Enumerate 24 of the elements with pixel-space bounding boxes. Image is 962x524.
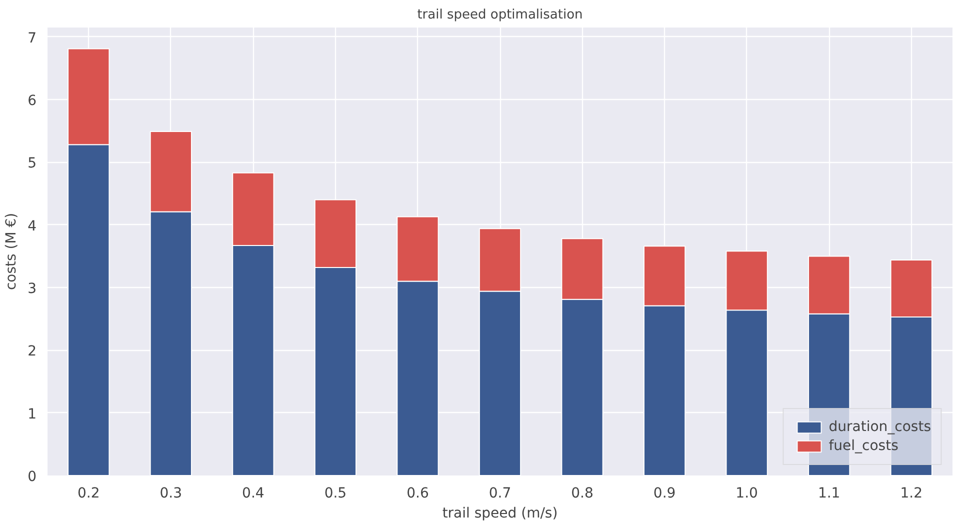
y-tick-label: 6 (28, 93, 37, 110)
x-tick-label: 0.4 (242, 486, 264, 502)
x-axis-title: trail speed (m/s) (442, 506, 558, 522)
y-axis-title: costs (M €) (4, 212, 20, 290)
chart-title: trail speed optimalisation (417, 8, 583, 22)
x-tick-label: 1.1 (818, 486, 840, 502)
x-tick-label: 0.7 (488, 486, 512, 502)
y-tick-label: 7 (28, 30, 37, 46)
y-tick-label: 2 (28, 344, 37, 360)
y-tick-label: 3 (28, 281, 37, 298)
x-tick-label: 0.3 (160, 486, 182, 502)
x-tick-label: 0.6 (406, 486, 429, 502)
legend-label: duration_costs (828, 419, 931, 435)
x-tick-label: 0.5 (324, 486, 347, 502)
y-tick-label: 0 (28, 469, 37, 485)
x-tick-label: 0.9 (653, 486, 676, 502)
legend-label: fuel_costs (828, 438, 898, 454)
y-tick-label: 1 (28, 406, 37, 422)
x-tick-label: 0.2 (78, 486, 100, 502)
x-tick-label: 1.2 (900, 486, 922, 502)
x-tick-label: 0.8 (571, 486, 594, 502)
x-tick-label: 1.0 (736, 486, 758, 502)
y-tick-label: 4 (28, 218, 37, 234)
y-tick-label: 5 (28, 156, 37, 172)
